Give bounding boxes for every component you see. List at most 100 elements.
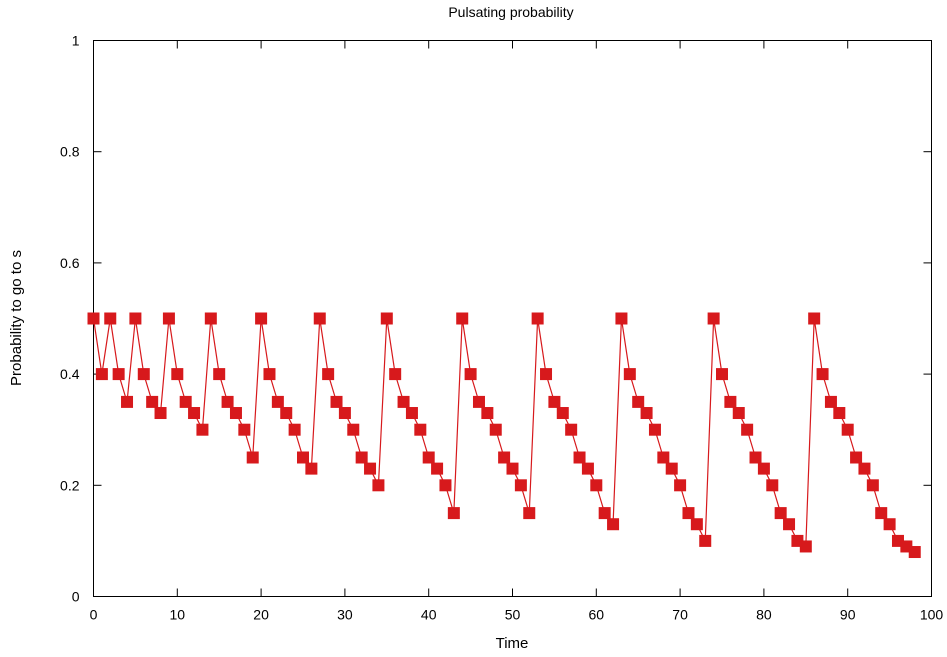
x-tick-label: 0 — [90, 607, 98, 623]
data-point — [464, 368, 477, 381]
chart-title: Pulsating probability — [448, 4, 573, 20]
plot-frame — [93, 40, 932, 597]
data-point — [347, 423, 360, 436]
data-point — [690, 518, 703, 531]
data-point — [573, 451, 586, 464]
data-point — [808, 312, 821, 325]
data-point — [816, 368, 829, 381]
data-point — [615, 312, 628, 325]
x-tick-label: 40 — [421, 607, 437, 623]
x-tick-label: 60 — [589, 607, 605, 623]
data-point — [414, 423, 427, 436]
data-point — [674, 479, 687, 492]
data-point — [313, 312, 326, 325]
data-point — [632, 395, 645, 408]
series-line — [92, 318, 916, 553]
data-point — [481, 407, 494, 420]
data-point — [364, 462, 377, 475]
data-point — [355, 451, 368, 464]
data-point — [380, 312, 393, 325]
y-tick-label: 0.2 — [60, 477, 80, 493]
y-tick-label: 1 — [72, 33, 80, 49]
x-axis-label: Time — [496, 635, 529, 652]
data-point — [330, 395, 343, 408]
data-point — [556, 407, 569, 420]
data-point — [137, 368, 150, 381]
y-axis-label: Probability to go to s — [8, 250, 25, 386]
data-point — [322, 368, 335, 381]
data-point — [431, 462, 444, 475]
data-point — [699, 534, 712, 547]
x-tick-label: 50 — [505, 607, 521, 623]
data-point — [716, 368, 728, 381]
data-point — [648, 423, 661, 436]
data-point — [104, 312, 117, 325]
data-point — [472, 395, 485, 408]
x-tick-label: 30 — [337, 607, 353, 623]
data-point — [590, 479, 603, 492]
data-point — [783, 518, 796, 531]
data-point — [799, 540, 812, 553]
data-point — [397, 395, 410, 408]
data-point — [204, 312, 217, 325]
data-point — [850, 451, 863, 464]
data-point — [858, 462, 871, 475]
y-tick-label: 0.8 — [60, 144, 80, 160]
data-point — [338, 407, 351, 420]
data-point — [749, 451, 762, 464]
data-point — [506, 462, 519, 475]
tick-labels: 0 10 20 30 40 50 60 70 80 90 100 0 0.2 0.4 0.6 0.8 1 — [60, 33, 943, 623]
data-point — [372, 479, 385, 492]
data-point — [514, 479, 527, 492]
data-point — [908, 546, 921, 559]
data-point — [565, 423, 578, 436]
series-markers — [87, 312, 921, 559]
data-point — [154, 407, 167, 420]
data-point — [741, 423, 754, 436]
x-tick-label: 100 — [920, 607, 944, 623]
y-tick-label: 0.4 — [60, 366, 80, 382]
data-point — [640, 407, 653, 420]
data-point — [246, 451, 259, 464]
data-point — [774, 507, 787, 520]
data-point — [221, 395, 234, 408]
data-point — [883, 518, 896, 531]
data-point — [540, 368, 553, 381]
data-point — [523, 507, 536, 520]
data-point — [179, 395, 192, 408]
data-point — [238, 423, 251, 436]
data-point — [598, 507, 611, 520]
data-point — [229, 407, 242, 420]
data-point — [447, 507, 460, 520]
x-tick-label: 70 — [672, 607, 688, 623]
x-tick-label: 10 — [170, 607, 186, 623]
data-point — [866, 479, 879, 492]
data-point — [623, 368, 636, 381]
data-point — [305, 462, 318, 475]
data-point — [489, 423, 502, 436]
data-point — [389, 368, 402, 381]
x-tick-label: 90 — [840, 607, 856, 623]
x-tick-label: 20 — [253, 607, 269, 623]
data-point — [255, 312, 268, 325]
data-point — [456, 312, 469, 325]
data-point — [188, 407, 201, 420]
data-point — [288, 423, 301, 436]
data-point — [498, 451, 511, 464]
data-point — [87, 312, 100, 325]
data-point — [581, 462, 594, 475]
data-point — [665, 462, 678, 475]
y-tick-label: 0.6 — [60, 255, 80, 271]
data-point — [833, 407, 846, 420]
data-point — [439, 479, 452, 492]
data-point — [121, 395, 134, 408]
data-point — [607, 518, 620, 531]
data-point — [280, 407, 293, 420]
data-point — [146, 395, 159, 408]
data-point — [657, 451, 670, 464]
data-point — [171, 368, 184, 381]
data-point — [112, 368, 125, 381]
data-point — [548, 395, 561, 408]
data-point — [724, 395, 737, 408]
